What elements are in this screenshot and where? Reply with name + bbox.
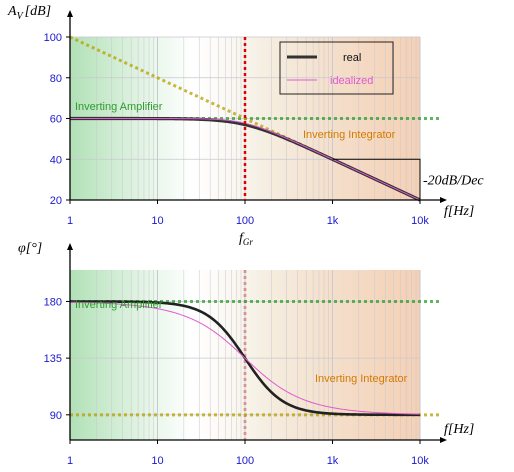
- fgr-subscript: Gr: [243, 237, 253, 247]
- x-tick-label: 10: [151, 455, 163, 467]
- slope-annotation: -20dB/Dec: [423, 174, 484, 189]
- slope-triangle: [332, 158, 421, 200]
- legend-label-real: real: [343, 52, 361, 64]
- y-axis-arrow: [67, 243, 73, 250]
- legend-box: [279, 41, 394, 95]
- series-idealized-phase: [69, 301, 421, 415]
- annotation-inverting-amplifier-bottom: Inverting Amplifier: [75, 299, 163, 311]
- corner-frequency-label: fGr: [239, 231, 253, 247]
- y-tick-label: 135: [44, 353, 62, 365]
- x-tick-label: 100: [236, 215, 254, 227]
- annotation-inverting-amplifier-top: Inverting Amplifier: [75, 101, 163, 113]
- phase-axes: [67, 243, 447, 443]
- y-axis-arrow: [67, 10, 73, 17]
- phase-y-axis-label: φ[°]: [18, 241, 42, 256]
- x-tick-label: 1k: [327, 215, 339, 227]
- annotation-inverting-integrator-top: Inverting Integrator: [303, 129, 396, 141]
- x-tick-label: 100: [236, 455, 254, 467]
- y-tick-label: 180: [44, 296, 62, 308]
- y-tick-label: 40: [50, 154, 62, 166]
- x-axis-arrow: [440, 437, 447, 443]
- magnitude-x-axis-label: f[Hz]: [444, 204, 474, 219]
- ylabel-subscript: V: [17, 11, 25, 22]
- x-tick-label: 1: [67, 455, 73, 467]
- y-tick-label: 60: [50, 114, 62, 126]
- x-tick-label: 1k: [327, 455, 339, 467]
- reference-line: [69, 35, 421, 202]
- y-tick-label: 100: [44, 32, 62, 44]
- x-tick-label: 10k: [411, 215, 429, 227]
- legend: real idealized: [279, 41, 394, 95]
- ylabel-unit: [dB]: [25, 4, 51, 19]
- phase-series: [69, 300, 421, 417]
- y-tick-label: 20: [50, 195, 62, 207]
- legend-label-idealized: idealized: [330, 75, 373, 87]
- x-tick-label: 10: [151, 215, 163, 227]
- magnitude-ticks: 20 40 60 80 100 1 10 100 1k 10k: [44, 32, 430, 227]
- magnitude-plot: 20 40 60 80 100 1 10 100 1k 10k real idealized In…: [7, 4, 484, 227]
- annotation-inverting-integrator-bottom: Inverting Integrator: [315, 373, 408, 385]
- magnitude-axes: [67, 10, 447, 203]
- ylabel-main: A: [7, 4, 17, 19]
- phase-grid: [69, 270, 421, 440]
- x-axis-arrow: [440, 197, 447, 203]
- phase-x-axis-label: f[Hz]: [444, 422, 474, 437]
- x-tick-label: 10k: [411, 455, 429, 467]
- fgr-main: f: [239, 231, 245, 246]
- y-tick-label: 80: [50, 73, 62, 85]
- x-tick-label: 1: [67, 215, 73, 227]
- y-tick-label: 90: [50, 410, 62, 422]
- magnitude-y-axis-label: AV [dB]: [7, 4, 51, 22]
- phase-ticks: 90 135 180 1 10 100 1k 10k: [44, 296, 430, 467]
